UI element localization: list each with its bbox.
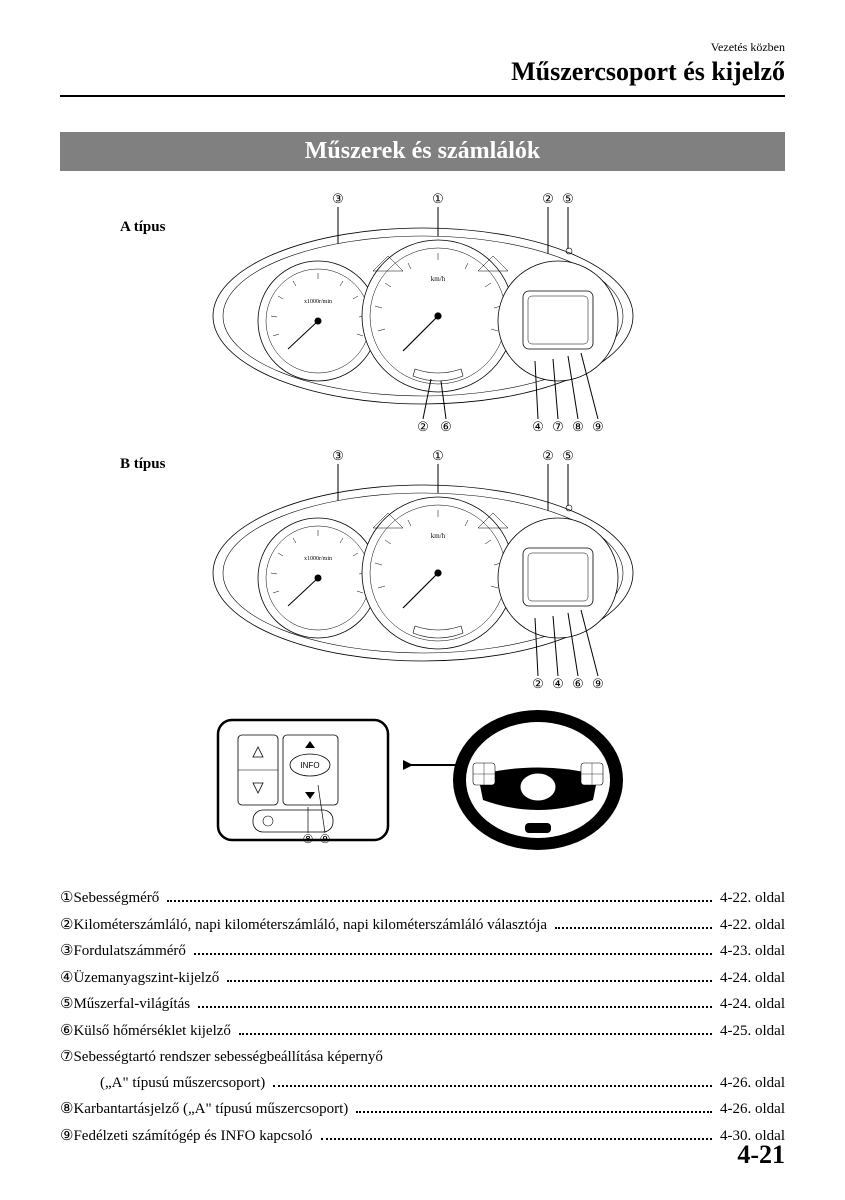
callout-b-bot-4: ④ — [552, 676, 564, 691]
speed-unit-b: km/h — [430, 532, 445, 540]
callout-a-top-2: ② — [542, 191, 554, 206]
callout-a-top-5: ⑤ — [562, 191, 574, 206]
toc-row: ⑧Karbantartásjelző („A" típusú műszercso… — [60, 1096, 785, 1123]
toc-row: ①Sebességmérő4-22. oldal — [60, 885, 785, 912]
callout-a-bot-6: ⑥ — [440, 419, 452, 434]
toc-row: ⑤Műszerfal-világítás4-24. oldal — [60, 991, 785, 1018]
page-header: Vezetés közben Műszercsoport és kijelző — [60, 40, 785, 87]
cluster-diagram-b: B típus ③ ① ② ⑤ — [60, 448, 785, 693]
callout-a-bot-8: ⑧ — [572, 419, 584, 434]
cluster-a-svg: ③ ① ② ⑤ x1000r/m — [163, 191, 683, 436]
toc-row: („A" típusú műszercsoport)4-26. oldal — [60, 1071, 785, 1097]
callout-a-top-3: ③ — [332, 191, 344, 206]
toc-row: ⑨Fedélzeti számítógép és INFO kapcsoló4-… — [60, 1123, 785, 1150]
tach-label-b: x1000r/min — [304, 556, 332, 562]
cluster-diagram-a: A típus ③ ① ② ⑤ — [60, 191, 785, 436]
cluster-b-svg: ③ ① ② ⑤ x1000r/min — [163, 448, 683, 693]
header-rule — [60, 95, 785, 97]
steering-wheel-diagram: INFO ⑧ ⑨ — [60, 705, 785, 855]
steering-wheel-svg — [403, 705, 633, 855]
callout-a-bot-9: ⑨ — [592, 419, 604, 434]
type-b-label: B típus — [120, 456, 165, 473]
page-number: 4-21 — [737, 1140, 785, 1170]
callout-b-top-5: ⑤ — [562, 448, 574, 463]
callout-b-top-1: ① — [432, 448, 444, 463]
callout-b-top-2: ② — [542, 448, 554, 463]
toc-row: ③Fordulatszámmérő4-23. oldal — [60, 938, 785, 965]
type-a-label: A típus — [120, 219, 165, 236]
tach-label-a: x1000r/min — [304, 299, 332, 305]
callout-a-bot-7: ⑦ — [552, 419, 564, 434]
callout-b-top-3: ③ — [332, 448, 344, 463]
header-pretitle: Vezetés közben — [60, 40, 785, 55]
callout-a-bot-2: ② — [417, 419, 429, 434]
callout-a-bot-4: ④ — [532, 419, 544, 434]
toc-list: ①Sebességmérő4-22. oldal ②Kilométerszáml… — [60, 885, 785, 1149]
callout-b-bot-6: ⑥ — [572, 676, 584, 691]
toc-row: ④Üzemanyagszint-kijelző4-24. oldal — [60, 965, 785, 992]
speed-unit-a: km/h — [430, 275, 445, 283]
wheel-callout-9: ⑨ — [319, 832, 330, 845]
toc-row: ⑦Sebességtartó rendszer sebességbeállítá… — [60, 1044, 785, 1071]
toc-row: ⑥Külső hőmérséklet kijelző4-25. oldal — [60, 1018, 785, 1045]
wheel-callout-8: ⑧ — [302, 832, 313, 845]
section-title-bar: Műszerek és számlálók — [60, 132, 785, 171]
header-title: Műszercsoport és kijelző — [60, 57, 785, 87]
toc-row: ②Kilométerszámláló, napi kilométerszámlá… — [60, 912, 785, 939]
wheel-buttons-inset: INFO ⑧ ⑨ — [213, 715, 393, 845]
callout-b-bot-2: ② — [532, 676, 544, 691]
info-button-label: INFO — [300, 761, 319, 770]
callout-b-bot-9: ⑨ — [592, 676, 604, 691]
callout-a-top-1: ① — [432, 191, 444, 206]
